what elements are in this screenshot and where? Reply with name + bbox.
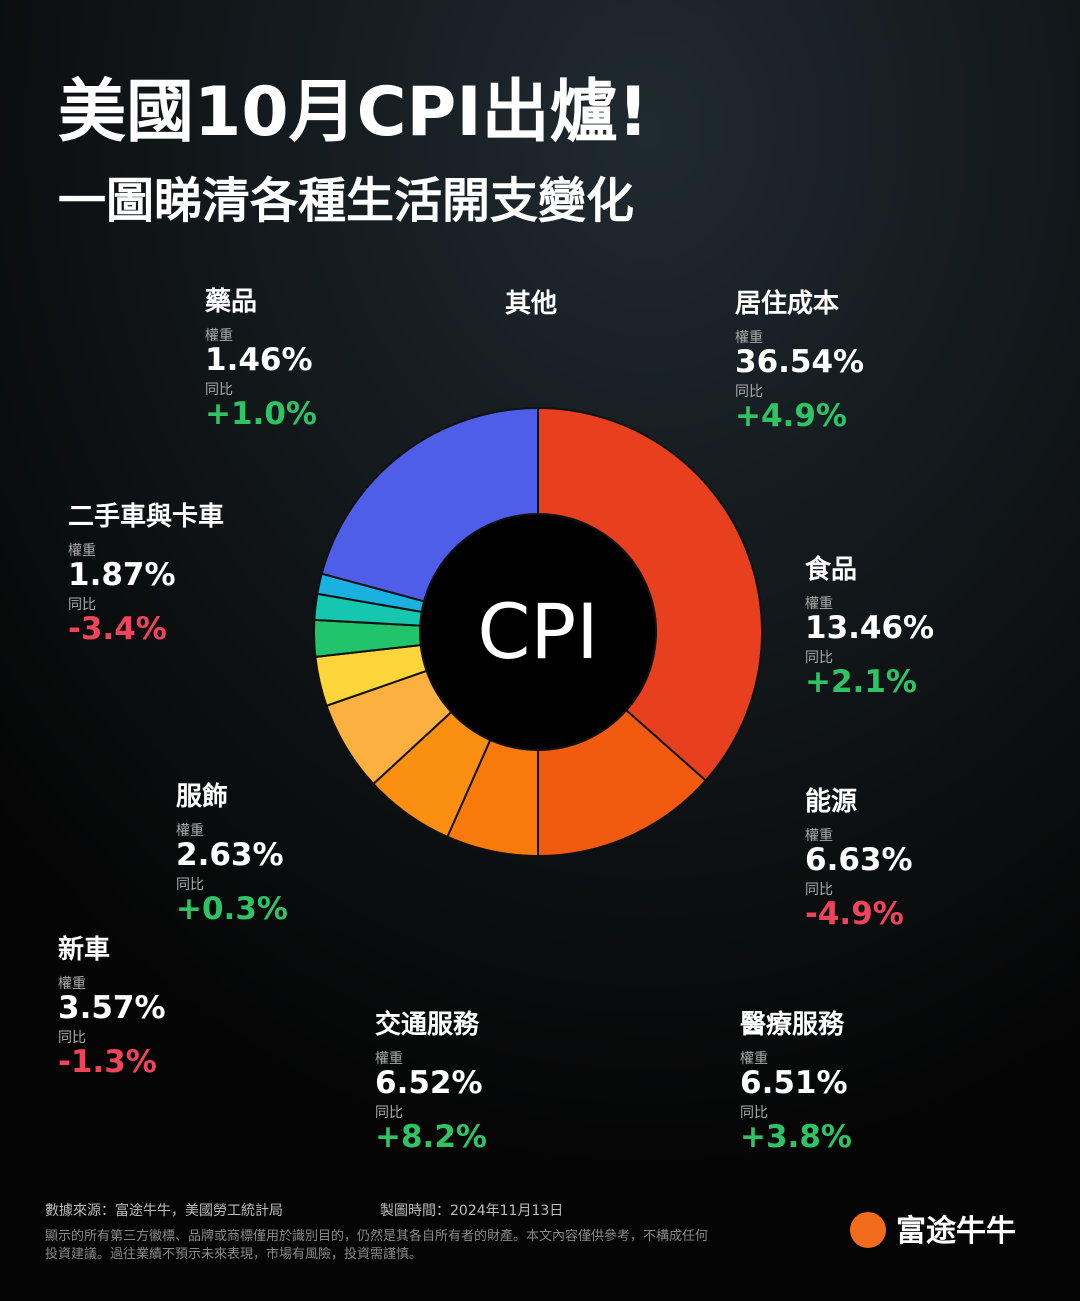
weight-value: 2.63% <box>176 837 284 873</box>
weight-value: 3.57% <box>58 990 166 1026</box>
disclaimer: 投資建議。過往業績不預示未來表現，市場有風險，投資需謹慎。 <box>45 1246 422 1262</box>
weight-caption: 權重 <box>735 330 763 346</box>
weight-value: 6.52% <box>375 1065 483 1101</box>
category-label: 交通服務 <box>375 1009 480 1040</box>
yoy-value: +8.2% <box>375 1119 487 1155</box>
yoy-caption: 同比 <box>58 1030 86 1046</box>
subtitle: 一圖睇清各種生活開支變化 <box>58 173 634 229</box>
yoy-value: +3.8% <box>740 1119 852 1155</box>
yoy-value: +4.9% <box>735 398 847 434</box>
donut-hole <box>421 515 655 749</box>
weight-value: 13.46% <box>805 610 934 646</box>
yoy-value: -1.3% <box>58 1044 157 1080</box>
center-label: CPI <box>477 587 598 676</box>
yoy-caption: 同比 <box>740 1105 768 1121</box>
category-label: 服飾 <box>176 781 228 812</box>
yoy-caption: 同比 <box>375 1105 403 1121</box>
weight-value: 1.87% <box>68 557 176 593</box>
donut-segment <box>320 406 539 603</box>
logo: 富途牛牛 <box>896 1214 1016 1249</box>
yoy-caption: 同比 <box>205 382 233 398</box>
category-label: 能源 <box>805 786 857 817</box>
logo-icon <box>850 1212 886 1248</box>
donut-segment <box>537 406 763 782</box>
yoy-caption: 同比 <box>735 384 763 400</box>
title: 美國10月CPI出爐! <box>58 73 649 152</box>
yoy-caption: 同比 <box>805 650 833 666</box>
category-label: 其他 <box>505 289 557 319</box>
disclaimer: 顯示的所有第三方徽標、品牌或商標僅用於識別目的，仍然是其各自所有者的財產。本文內… <box>45 1228 708 1244</box>
weight-caption: 權重 <box>375 1051 403 1067</box>
weight-caption: 權重 <box>68 543 96 559</box>
yoy-caption: 同比 <box>176 877 204 893</box>
yoy-caption: 同比 <box>68 597 96 613</box>
weight-caption: 權重 <box>805 828 833 844</box>
yoy-value: -3.4% <box>68 611 167 647</box>
weight-value: 36.54% <box>735 344 864 380</box>
yoy-value: +1.0% <box>205 396 317 432</box>
weight-caption: 權重 <box>805 596 833 612</box>
weight-caption: 權重 <box>58 976 86 992</box>
date: 製圖時間：2024年11月13日 <box>380 1203 563 1219</box>
weight-value: 6.63% <box>805 842 913 878</box>
weight-value: 1.46% <box>205 342 313 378</box>
weight-caption: 權重 <box>740 1051 768 1067</box>
yoy-caption: 同比 <box>805 882 833 898</box>
weight-caption: 權重 <box>176 823 204 839</box>
yoy-value: +2.1% <box>805 664 917 700</box>
yoy-value: +0.3% <box>176 891 288 927</box>
category-label: 居住成本 <box>735 288 839 319</box>
category-label: 食品 <box>805 554 857 585</box>
category-label: 藥品 <box>204 287 257 317</box>
category-label: 新車 <box>58 934 110 965</box>
category-label: 醫療服務 <box>740 1010 845 1040</box>
category-label: 二手車與卡車 <box>68 502 224 532</box>
donut-chart: CPI居住成本權重36.54%同比+4.9%食品權重13.46%同比+2.1%能… <box>58 287 934 1155</box>
yoy-value: -4.9% <box>805 896 904 932</box>
weight-value: 6.51% <box>740 1065 848 1101</box>
weight-caption: 權重 <box>205 328 233 344</box>
source: 數據來源：富途牛牛，美國勞工統計局 <box>45 1202 283 1219</box>
